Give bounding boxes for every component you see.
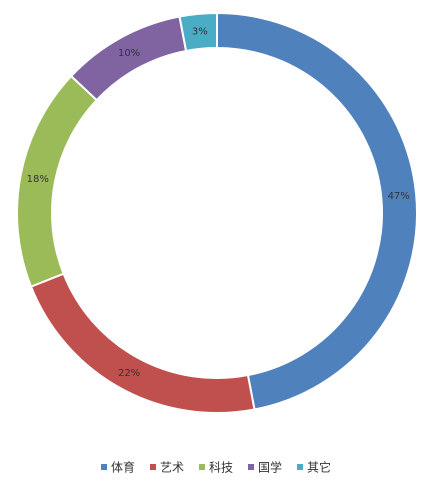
legend-item-4: 国学 [248, 460, 282, 475]
legend-swatch-5 [297, 464, 303, 470]
legend-swatch-2 [150, 464, 156, 470]
legend-label-1: 体育 [111, 460, 135, 475]
legend-swatch-3 [199, 464, 205, 470]
legend-swatch-4 [248, 464, 254, 470]
data-label-5: 3% [192, 26, 208, 37]
legend-swatch-1 [101, 464, 107, 470]
data-label-3: 18% [27, 174, 49, 185]
legend-label-2: 艺术 [160, 461, 184, 475]
legend-item-1: 体育 [101, 460, 135, 475]
chart-data-labels: 47% 22% 18% 10% 3% [27, 26, 410, 379]
data-label-1: 47% [388, 191, 410, 202]
chart-slices [16, 11, 418, 414]
slice-1 [216, 11, 418, 411]
chart-legend: 体育 艺术 科技 国学 其它 [101, 460, 331, 475]
data-label-4: 10% [118, 48, 140, 59]
legend-label-4: 国学 [258, 460, 282, 475]
legend-label-3: 科技 [209, 461, 233, 475]
legend-item-3: 科技 [199, 461, 233, 475]
slice-5 [178, 11, 218, 53]
legend-label-5: 其它 [307, 460, 331, 475]
data-label-2: 22% [118, 368, 140, 379]
slice-2 [29, 272, 256, 414]
legend-item-5: 其它 [297, 460, 331, 475]
legend-item-2: 艺术 [150, 461, 184, 475]
